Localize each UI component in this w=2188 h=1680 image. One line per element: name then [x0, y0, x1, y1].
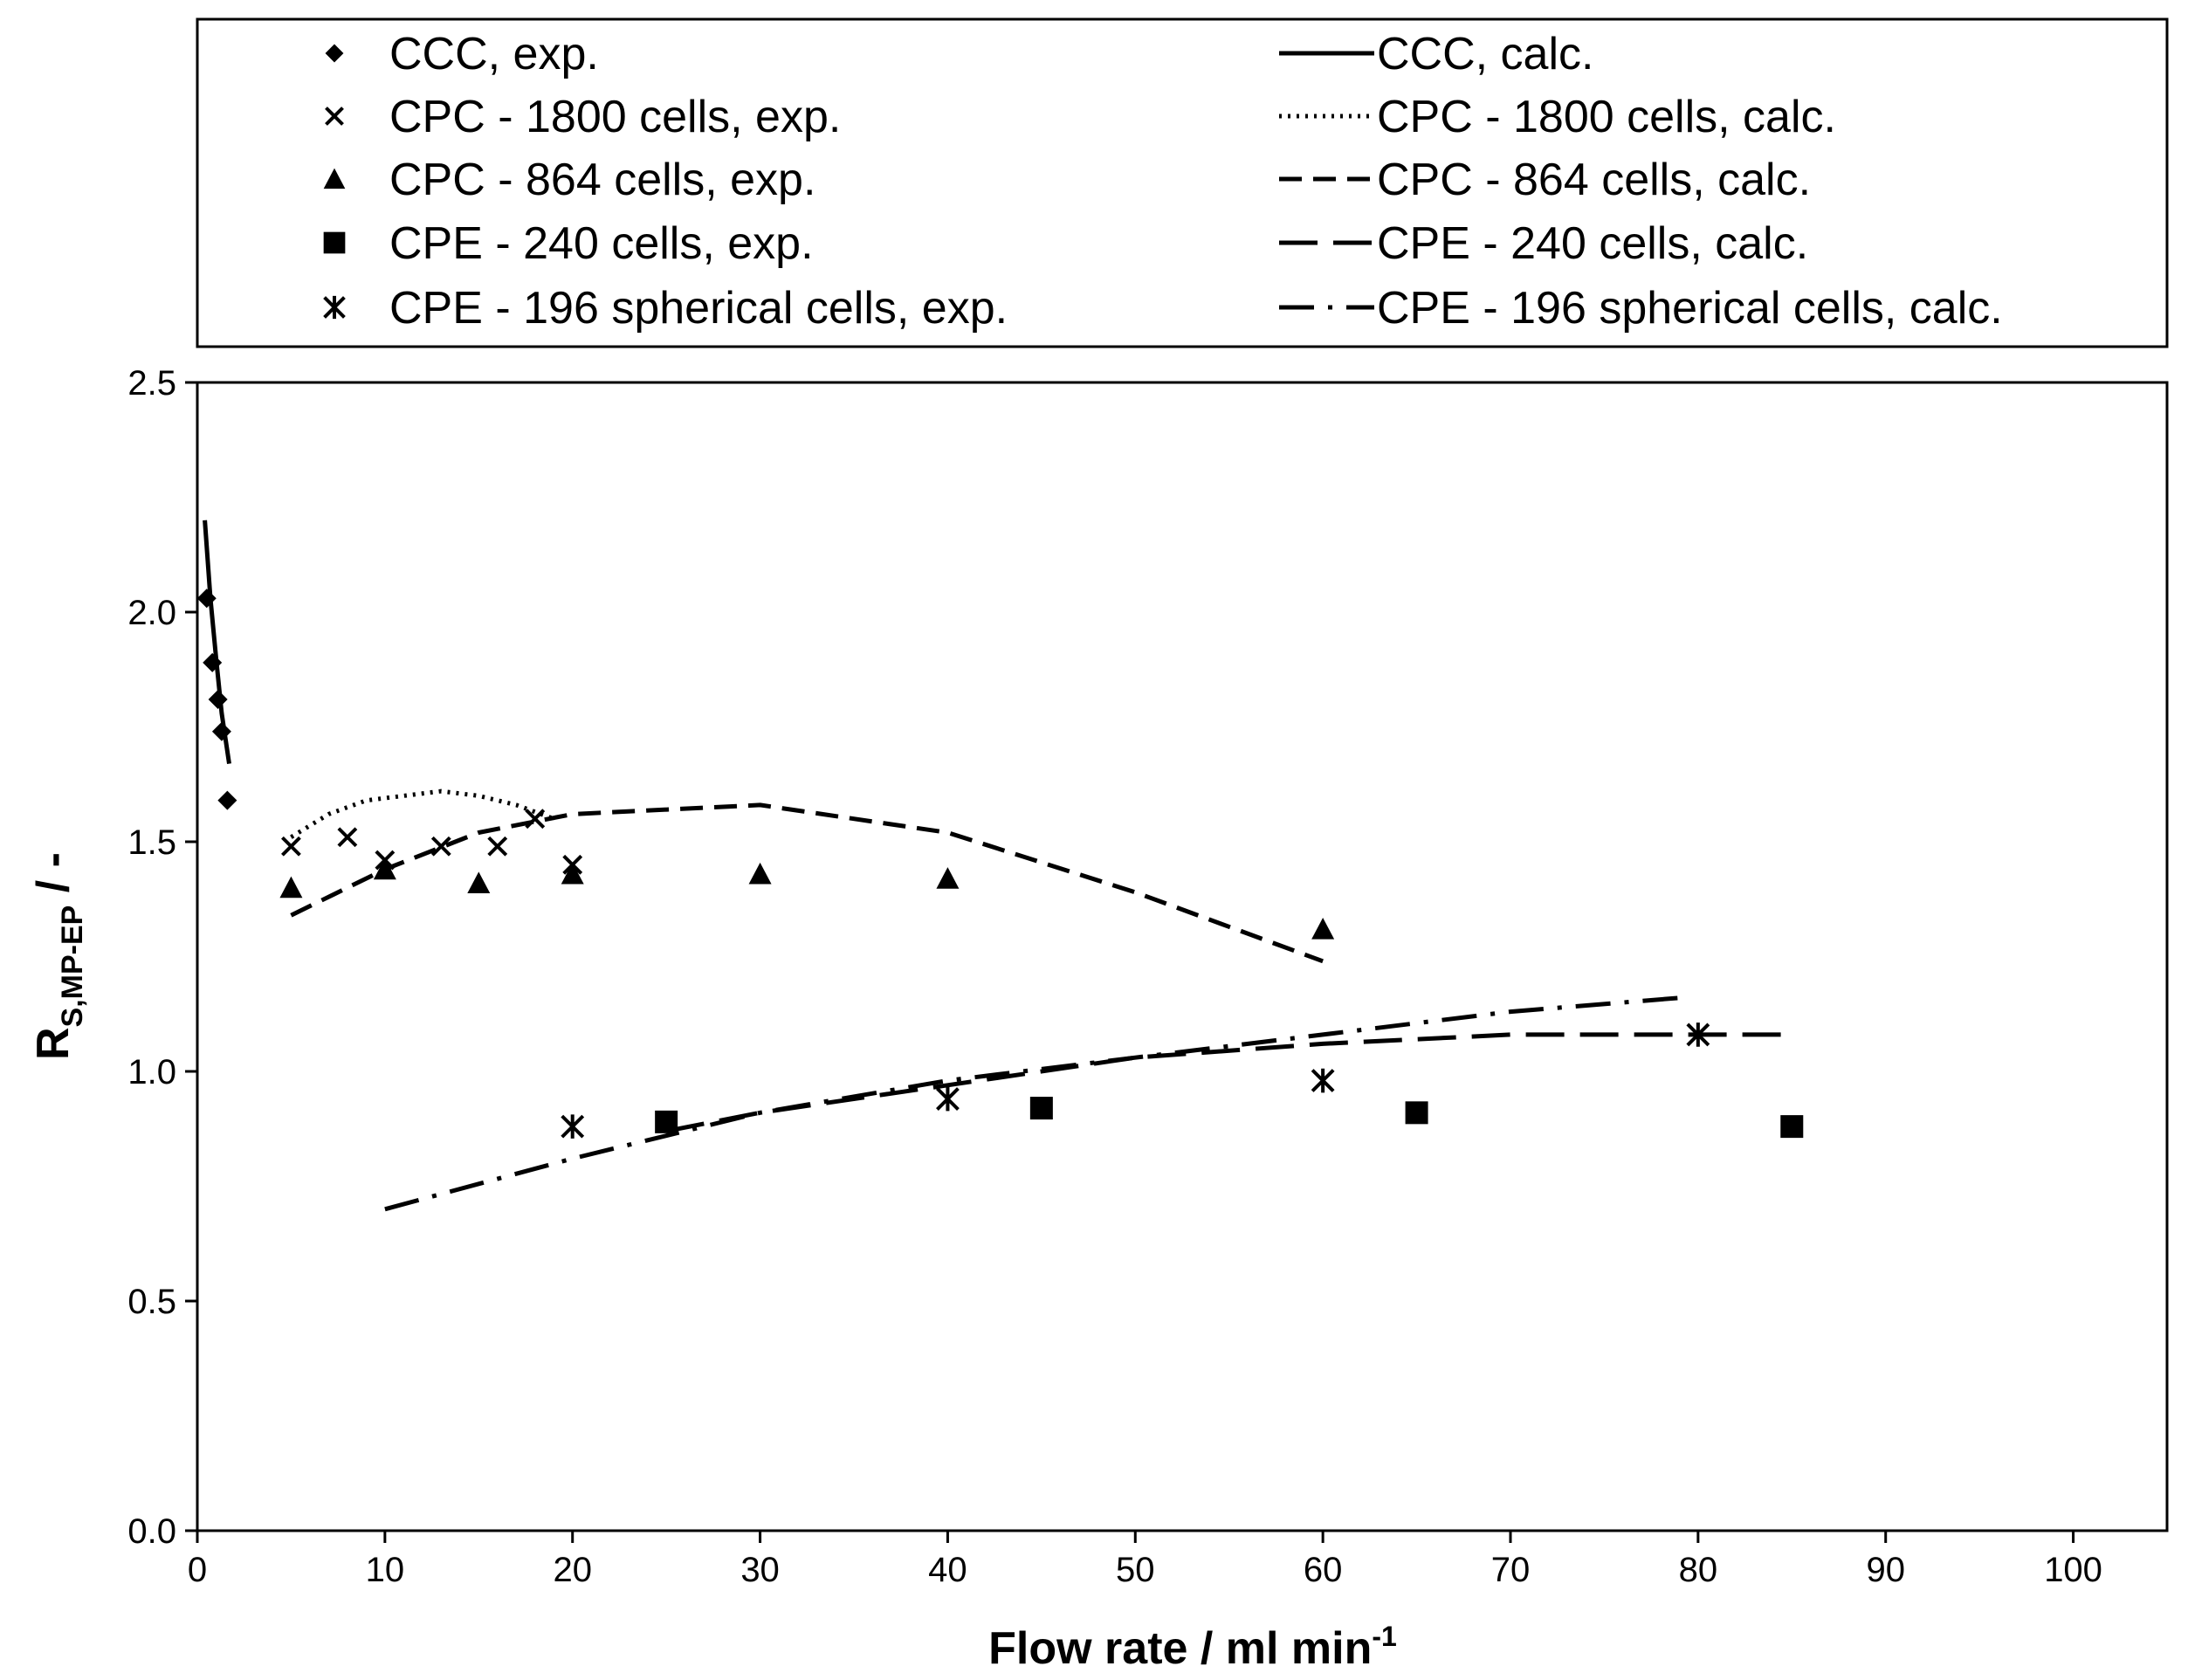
data-point-x: [525, 809, 546, 830]
data-point-x: [430, 836, 451, 857]
data-point-x: [337, 827, 358, 848]
data-point-triangle: [1311, 917, 1335, 940]
data-point-triangle: [279, 876, 303, 899]
data-point-diamond: [211, 721, 231, 741]
data-point-triangle: [561, 862, 584, 885]
data-point-square: [1780, 1115, 1804, 1139]
x-tick-label: 0: [188, 1551, 207, 1589]
data-point-x: [487, 836, 508, 857]
calc-line-4: [384, 995, 1680, 1212]
x-tick-label: 70: [1491, 1551, 1531, 1589]
legend-label: CPC - 1800 cells, calc.: [1377, 92, 1836, 142]
data-point-x: [281, 836, 301, 857]
x-tick-label: 100: [2044, 1551, 2102, 1589]
plot-area: [196, 381, 2169, 1532]
y-tick-label: 2.5: [127, 364, 176, 403]
data-point-diamond: [217, 790, 237, 810]
data-point-square: [1405, 1101, 1428, 1125]
x-tick-label: 80: [1679, 1551, 1718, 1589]
calc-lines: [203, 520, 1792, 1212]
x-axis-title: Flow rate / ml min-1: [988, 1621, 1397, 1674]
axis-ticks: 0 10 20 30 40 50 60 70 80 90 100 0.0 0.5 1.0 1.5 2.0 2.5: [127, 364, 2102, 1589]
x-tick-label: 40: [928, 1551, 967, 1589]
legend-label: CPE - 240 cells, exp.: [389, 218, 814, 269]
x-tick-label: 60: [1304, 1551, 1343, 1589]
y-tick-label: 1.0: [127, 1053, 176, 1091]
data-point-triangle: [936, 867, 960, 889]
data-point-square: [1029, 1097, 1053, 1120]
y-tick-label: 0.0: [127, 1512, 176, 1551]
x-tick-label: 30: [740, 1551, 780, 1589]
data-point-diamond: [208, 689, 228, 709]
data-point-star: [561, 1114, 585, 1139]
y-tick-label: 1.5: [127, 823, 176, 862]
x-tick-label: 20: [553, 1551, 592, 1589]
x-tick-label: 10: [366, 1551, 405, 1589]
legend-label: CCC, exp.: [389, 29, 599, 79]
legend-marker-star: [323, 295, 346, 320]
data-point-star: [1311, 1068, 1335, 1093]
legend-label: CPE - 196 spherical cells, exp.: [389, 283, 1008, 334]
x-tick-label: 90: [1866, 1551, 1905, 1589]
y-tick-label: 2.0: [127, 594, 176, 632]
data-point-star: [1686, 1022, 1710, 1047]
data-point-triangle: [748, 862, 772, 885]
x-tick-label: 50: [1116, 1551, 1155, 1589]
y-tick-label: 0.5: [127, 1283, 176, 1321]
legend: CCC, exp. CPC - 1800 cells, exp. CPC - 864…: [323, 29, 2003, 334]
legend-label: CCC, calc.: [1377, 29, 1593, 79]
legend-label: CPC - 864 cells, exp.: [389, 155, 815, 205]
legend-marker-diamond: [325, 44, 344, 63]
legend-marker-x: [325, 107, 344, 126]
legend-marker-square: [323, 231, 346, 254]
data-point-star: [936, 1086, 960, 1112]
calc-line-3: [665, 1032, 1792, 1133]
calc-line-1: [290, 788, 555, 839]
data-point-triangle: [467, 871, 491, 894]
exp-markers: [196, 589, 1804, 1139]
legend-label: CPE - 196 spherical cells, calc.: [1377, 283, 2003, 334]
data-point-diamond: [196, 589, 217, 609]
data-point-square: [655, 1110, 678, 1133]
legend-label: CPC - 864 cells, calc.: [1377, 155, 1811, 205]
data-point-triangle: [373, 857, 396, 880]
legend-label: CPC - 1800 cells, exp.: [389, 92, 841, 142]
legend-box: [196, 17, 2169, 348]
y-axis-title: RS,MP-EP / -: [28, 852, 89, 1060]
calc-line-2: [290, 802, 1324, 964]
legend-marker-triangle: [323, 168, 346, 189]
legend-label: CPE - 240 cells, calc.: [1377, 218, 1808, 269]
data-point-diamond: [203, 652, 223, 672]
